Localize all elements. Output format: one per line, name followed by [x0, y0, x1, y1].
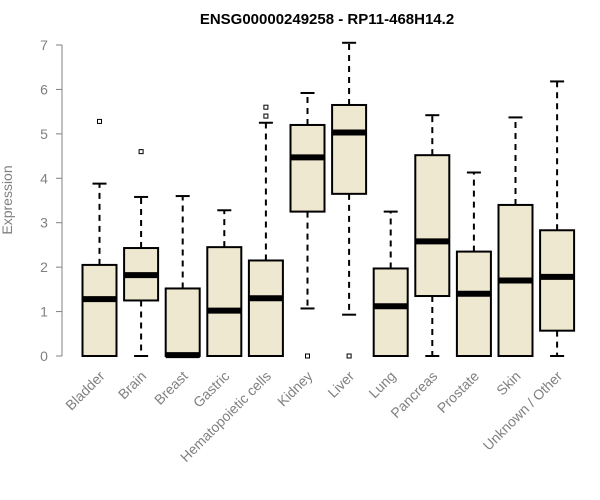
box-iqr — [455, 250, 492, 357]
x-tick-label: Kidney — [274, 368, 316, 410]
x-tick-label: Prostate — [434, 368, 482, 416]
box-breast — [164, 195, 201, 359]
box-lung — [372, 210, 409, 357]
y-tick-label: 4 — [40, 170, 48, 186]
x-tick-label: Liver — [324, 368, 357, 401]
y-tick-label: 1 — [40, 304, 48, 320]
box-iqr — [81, 263, 118, 357]
box-iqr — [539, 229, 576, 332]
box-hematopoietic-cells — [247, 104, 284, 358]
box-brain — [123, 149, 160, 357]
outlier-point — [263, 104, 269, 110]
box-prostate — [455, 171, 492, 357]
box-pancreas — [414, 114, 451, 357]
outlier-point — [305, 353, 310, 359]
y-tick-label: 5 — [40, 126, 48, 142]
y-axis-label: Expression — [0, 165, 15, 234]
y-tick-label: 0 — [40, 348, 48, 364]
box-iqr — [331, 103, 368, 195]
y-tick-label: 7 — [40, 37, 48, 53]
x-tick-label: Lung — [365, 368, 398, 401]
y-tick-label: 2 — [40, 259, 48, 275]
box-liver — [331, 41, 368, 359]
outlier-point — [97, 118, 102, 124]
outlier-point — [346, 353, 352, 359]
box-iqr — [206, 246, 243, 357]
y-tick-label: 6 — [40, 81, 48, 97]
x-tick-label: Bladder — [62, 368, 108, 414]
box-series — [81, 41, 576, 359]
outlier-point — [138, 149, 144, 155]
box-iqr — [414, 154, 451, 298]
y-tick-label: 3 — [40, 215, 48, 231]
x-tick-label: Unknown / Other — [480, 368, 566, 454]
y-axis: 0 1 2 3 4 5 6 7 — [40, 37, 63, 364]
chart-title: ENSG00000249258 - RP11-468H14.2 — [200, 11, 454, 28]
box-iqr — [164, 287, 201, 357]
box-kidney — [289, 91, 326, 359]
box-gastric — [206, 209, 243, 357]
box-skin — [497, 116, 534, 357]
box-iqr — [372, 267, 409, 357]
box-bladder — [81, 118, 118, 357]
x-tick-label: Breast — [151, 368, 191, 408]
outlier-point — [263, 113, 269, 119]
x-tick-label: Brain — [115, 368, 149, 402]
box-unknown-other — [539, 80, 576, 357]
box-iqr — [289, 123, 326, 213]
x-tick-label: Skin — [493, 368, 524, 399]
box-iqr — [247, 259, 284, 358]
